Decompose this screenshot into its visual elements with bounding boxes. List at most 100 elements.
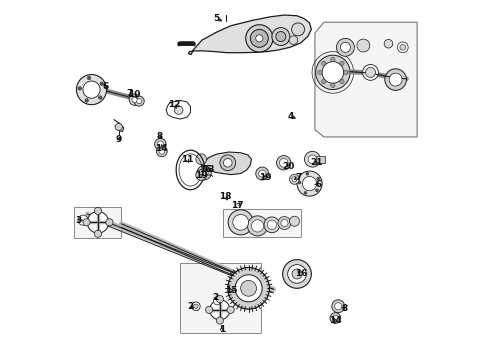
Circle shape	[304, 191, 307, 194]
Circle shape	[276, 156, 291, 170]
Circle shape	[174, 106, 183, 114]
Circle shape	[98, 96, 102, 99]
Circle shape	[200, 169, 208, 177]
Text: 10: 10	[128, 90, 141, 99]
Circle shape	[283, 260, 311, 288]
Circle shape	[290, 174, 299, 184]
Circle shape	[363, 64, 378, 80]
Circle shape	[337, 39, 354, 56]
Circle shape	[331, 57, 335, 62]
Text: 17: 17	[231, 201, 244, 210]
Circle shape	[298, 181, 301, 184]
Circle shape	[256, 167, 269, 180]
Circle shape	[194, 304, 198, 309]
Bar	[316, 156, 325, 163]
Circle shape	[322, 62, 343, 83]
Text: 18: 18	[219, 192, 232, 201]
Text: 8: 8	[156, 132, 163, 141]
Circle shape	[83, 219, 90, 226]
Circle shape	[223, 158, 232, 167]
Circle shape	[292, 23, 304, 36]
Circle shape	[245, 25, 273, 52]
Circle shape	[343, 70, 348, 75]
Circle shape	[357, 39, 370, 52]
Text: 6: 6	[316, 180, 321, 189]
Circle shape	[78, 215, 88, 225]
Circle shape	[331, 83, 335, 87]
Circle shape	[316, 55, 350, 90]
Circle shape	[196, 170, 207, 180]
Circle shape	[318, 70, 322, 75]
Circle shape	[330, 313, 341, 323]
Text: 21: 21	[311, 158, 323, 167]
Circle shape	[308, 155, 317, 163]
Circle shape	[279, 158, 288, 167]
Circle shape	[197, 166, 211, 180]
Circle shape	[278, 217, 291, 229]
Circle shape	[250, 30, 269, 47]
Text: 11: 11	[181, 155, 193, 164]
Text: 14: 14	[329, 316, 342, 325]
Circle shape	[251, 220, 264, 232]
Circle shape	[115, 123, 122, 131]
Circle shape	[366, 67, 375, 77]
Circle shape	[235, 275, 262, 302]
Circle shape	[256, 35, 263, 42]
Circle shape	[216, 317, 223, 324]
Circle shape	[289, 36, 298, 44]
Circle shape	[156, 146, 167, 157]
Polygon shape	[223, 210, 300, 237]
Circle shape	[95, 207, 101, 215]
Circle shape	[106, 219, 113, 226]
Circle shape	[132, 97, 138, 103]
Circle shape	[400, 44, 406, 50]
Circle shape	[302, 176, 317, 191]
Circle shape	[192, 302, 200, 311]
Circle shape	[95, 230, 101, 237]
Circle shape	[247, 216, 268, 236]
Circle shape	[233, 215, 248, 230]
Circle shape	[228, 267, 270, 309]
Circle shape	[210, 300, 230, 320]
Circle shape	[137, 99, 142, 104]
Circle shape	[272, 28, 290, 45]
Circle shape	[288, 265, 306, 283]
Circle shape	[276, 32, 286, 41]
Circle shape	[241, 280, 256, 296]
Polygon shape	[201, 152, 251, 175]
Circle shape	[196, 154, 207, 165]
Circle shape	[281, 220, 288, 226]
Text: 4: 4	[288, 112, 294, 121]
Text: 2: 2	[187, 302, 194, 311]
Text: 3: 3	[76, 216, 82, 225]
Circle shape	[205, 306, 213, 314]
Circle shape	[333, 315, 338, 321]
Text: 14: 14	[155, 144, 168, 153]
Circle shape	[297, 171, 322, 196]
Text: 12: 12	[168, 100, 180, 109]
Circle shape	[87, 76, 91, 80]
Circle shape	[76, 75, 107, 105]
Text: 19: 19	[260, 173, 272, 182]
Circle shape	[397, 42, 408, 53]
Text: 19: 19	[195, 171, 208, 180]
Polygon shape	[188, 15, 311, 54]
Circle shape	[155, 138, 166, 150]
Circle shape	[264, 217, 280, 233]
Circle shape	[304, 151, 320, 167]
Circle shape	[134, 96, 144, 106]
Circle shape	[316, 189, 318, 192]
Circle shape	[292, 269, 302, 279]
Text: 16: 16	[295, 269, 308, 278]
Circle shape	[332, 300, 344, 313]
Text: 2: 2	[213, 293, 219, 302]
Circle shape	[267, 220, 276, 229]
Text: 7: 7	[295, 173, 301, 182]
Circle shape	[83, 81, 100, 98]
Circle shape	[85, 99, 89, 102]
Circle shape	[335, 303, 342, 310]
Circle shape	[157, 141, 164, 147]
Text: 20: 20	[283, 162, 295, 171]
Circle shape	[227, 306, 234, 314]
Circle shape	[220, 155, 236, 171]
